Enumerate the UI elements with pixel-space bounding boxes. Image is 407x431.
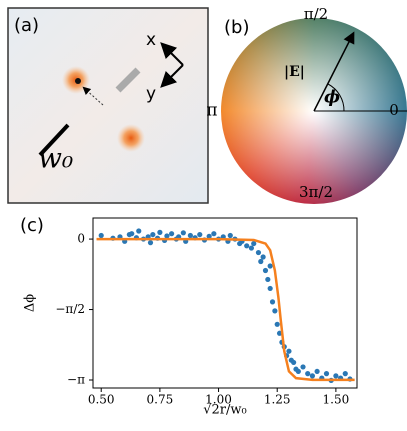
data-point (180, 230, 186, 236)
angle-label: π (206, 101, 217, 121)
data-point (206, 233, 212, 239)
y-tick-label: −π (67, 372, 85, 386)
data-point (244, 243, 250, 249)
data-point (150, 231, 156, 238)
data-point (164, 233, 170, 239)
angle-label: π/2 (304, 5, 328, 23)
axis-arrow (160, 64, 184, 88)
angle-label: 0 (389, 101, 399, 119)
data-point (342, 371, 348, 377)
axis-label: x (146, 30, 156, 50)
vector-label: |E| (284, 64, 305, 80)
dotted-arrow (82, 86, 104, 106)
y-axis-label: Δϕ (23, 294, 38, 312)
data-point (147, 240, 154, 246)
scale-label: w₀ (38, 142, 73, 175)
data-point (291, 359, 297, 366)
data-point (187, 232, 193, 239)
data-point (248, 245, 254, 251)
axis-arrow (160, 42, 184, 66)
data-point (211, 231, 217, 237)
y-tick-label: −π/2 (55, 302, 85, 316)
data-point (295, 368, 301, 375)
angle-arc (327, 83, 345, 112)
data-point (267, 285, 273, 292)
data-point (197, 231, 203, 238)
y-tick-label: 0 (77, 232, 85, 246)
x-tick-label: 1.25 (264, 393, 291, 407)
gray-bar (115, 67, 141, 93)
panel-label: (c) (20, 215, 44, 236)
x-tick-label: 0.75 (147, 393, 174, 407)
data-point (260, 254, 266, 260)
data-point (129, 231, 135, 237)
spot (117, 124, 145, 152)
data-point (98, 232, 104, 239)
panel-label: (a) (14, 15, 39, 36)
data-point (169, 231, 175, 237)
data-point (157, 229, 163, 235)
data-point (286, 348, 292, 354)
axis-label: y (146, 84, 156, 104)
data-point (255, 249, 262, 256)
data-point (227, 232, 233, 239)
plot-frame (92, 217, 358, 389)
data-point (274, 321, 280, 327)
data-point (258, 258, 264, 265)
data-point (265, 276, 271, 283)
x-tick-label: 0.50 (88, 393, 115, 407)
data-point (262, 267, 269, 274)
x-tick-label: 1.00 (205, 393, 232, 407)
angle-label: 3π/2 (299, 183, 333, 201)
data-point (136, 228, 142, 234)
angle-symbol: ϕ (324, 88, 340, 108)
data-point (309, 373, 316, 379)
field-vector (313, 31, 355, 112)
data-point (314, 368, 320, 375)
data-point (305, 371, 311, 377)
data-point (323, 371, 330, 377)
image-frame (7, 7, 209, 204)
data-point (333, 373, 339, 379)
data-point (272, 308, 278, 314)
spot-center (75, 78, 81, 84)
scale-bar (38, 123, 70, 157)
data-point (300, 364, 306, 370)
x-tick-label: 1.50 (323, 393, 350, 407)
data-point (251, 240, 257, 247)
x-axis-label: √2r/w₀ (203, 403, 247, 418)
data-point (269, 299, 276, 305)
fit-line (96, 237, 355, 382)
data-point (267, 263, 273, 269)
panel-label: (b) (224, 17, 249, 38)
